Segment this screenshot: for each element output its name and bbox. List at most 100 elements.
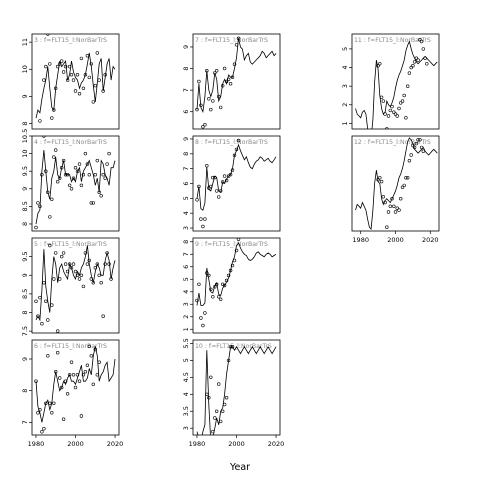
data-point bbox=[211, 175, 215, 180]
data-point bbox=[209, 287, 213, 291]
y-tick-label: 2 bbox=[341, 103, 349, 107]
y-tick-label: 3 bbox=[341, 84, 349, 88]
data-point bbox=[230, 168, 235, 172]
data-point bbox=[44, 169, 48, 173]
data-point bbox=[406, 176, 410, 180]
data-point bbox=[59, 385, 64, 390]
data-point bbox=[221, 409, 225, 413]
y-tick-label: 9.5 bbox=[21, 251, 29, 261]
panel-title: 3 : f=FLT15_l:NorBarTrS bbox=[34, 37, 107, 44]
data-point bbox=[91, 281, 96, 285]
data-point bbox=[215, 189, 219, 193]
data-point bbox=[404, 116, 408, 120]
y-tick-label: 4.5 bbox=[182, 372, 190, 382]
data-point bbox=[67, 64, 72, 69]
panel-title: 7 : f=FLT15_l:NorBarTrS bbox=[195, 37, 268, 44]
series-line bbox=[196, 38, 277, 114]
data-point bbox=[414, 56, 419, 60]
panel-series bbox=[34, 243, 116, 333]
data-point bbox=[61, 417, 66, 421]
data-point bbox=[419, 145, 424, 150]
data-point bbox=[46, 190, 50, 195]
y-tick-label: 9 bbox=[182, 45, 190, 49]
data-point bbox=[409, 153, 413, 157]
y-tick-label: 3 bbox=[182, 302, 190, 306]
data-point bbox=[59, 254, 64, 259]
data-point bbox=[71, 373, 76, 377]
data-point bbox=[224, 178, 229, 183]
series-line bbox=[35, 346, 116, 423]
x-tick-label: 2020 bbox=[268, 440, 285, 448]
y-tick-label: 9 bbox=[21, 187, 29, 191]
data-point bbox=[195, 107, 199, 112]
data-point bbox=[42, 78, 46, 82]
data-point bbox=[81, 86, 86, 91]
data-point bbox=[232, 258, 237, 263]
data-point bbox=[376, 178, 380, 182]
data-point bbox=[97, 190, 101, 195]
data-point bbox=[393, 210, 398, 214]
data-point bbox=[205, 68, 209, 73]
y-tick-label: 7.5 bbox=[21, 326, 29, 336]
data-point bbox=[411, 143, 415, 148]
x-tick-label: 2020 bbox=[422, 236, 439, 244]
data-point bbox=[222, 174, 227, 178]
panel-series bbox=[34, 344, 116, 434]
data-point bbox=[93, 173, 98, 177]
panel-8: 8 : f=FLT15_l:NorBarTrS 3 4 5 6 7 8 9 bbox=[182, 135, 281, 232]
y-tick-label: 8 bbox=[21, 310, 29, 314]
data-point bbox=[205, 271, 209, 275]
panel-series bbox=[355, 37, 438, 129]
data-point bbox=[83, 370, 88, 374]
data-point bbox=[73, 385, 78, 390]
x-tick-label: 1980 bbox=[352, 236, 369, 244]
data-point bbox=[230, 75, 235, 79]
data-point bbox=[87, 173, 92, 177]
panel-title: 12 : f=FLT15_l:NorBarTrS bbox=[354, 139, 431, 146]
data-point bbox=[93, 347, 98, 352]
data-point bbox=[397, 208, 401, 212]
data-point bbox=[383, 112, 387, 116]
y-tick-label: 6 bbox=[182, 265, 190, 269]
data-point bbox=[392, 204, 396, 209]
data-point bbox=[400, 185, 405, 190]
panel-title: 8 : f=FLT15_l:NorBarTrS bbox=[195, 139, 268, 146]
y-tick-label: 9 bbox=[21, 94, 29, 98]
data-point bbox=[38, 408, 42, 412]
data-point bbox=[34, 379, 38, 383]
data-point bbox=[50, 411, 54, 415]
data-point bbox=[411, 63, 415, 68]
data-point bbox=[65, 269, 70, 274]
data-point bbox=[219, 189, 223, 193]
data-point bbox=[52, 277, 56, 281]
data-point bbox=[399, 197, 403, 201]
y-tick-label: 4 bbox=[182, 290, 190, 294]
data-point bbox=[59, 166, 64, 170]
data-point bbox=[207, 396, 211, 400]
data-point bbox=[209, 184, 213, 189]
data-point bbox=[57, 176, 62, 180]
data-point bbox=[85, 363, 90, 367]
y-tick-label: 5 bbox=[182, 196, 190, 200]
data-point bbox=[38, 119, 42, 123]
data-point bbox=[230, 345, 235, 349]
panel-title: 4 : f=FLT15_l:NorBarTrS bbox=[34, 139, 107, 146]
data-point bbox=[52, 108, 56, 112]
panel-frame bbox=[192, 33, 281, 130]
data-point bbox=[36, 411, 40, 415]
data-point bbox=[63, 173, 68, 177]
data-point bbox=[85, 162, 90, 166]
data-point bbox=[407, 71, 412, 75]
data-point bbox=[215, 282, 219, 286]
y-tick-label: 7 bbox=[182, 88, 190, 92]
data-point bbox=[75, 72, 80, 77]
data-point bbox=[199, 103, 203, 108]
data-point bbox=[234, 147, 239, 152]
panel-title: 5 : f=FLT15_l:NorBarTrS bbox=[34, 241, 107, 248]
data-point bbox=[81, 173, 86, 177]
data-point bbox=[81, 284, 86, 289]
data-point bbox=[224, 278, 229, 283]
data-point bbox=[57, 376, 62, 380]
data-point bbox=[419, 39, 424, 44]
data-point bbox=[236, 138, 241, 143]
